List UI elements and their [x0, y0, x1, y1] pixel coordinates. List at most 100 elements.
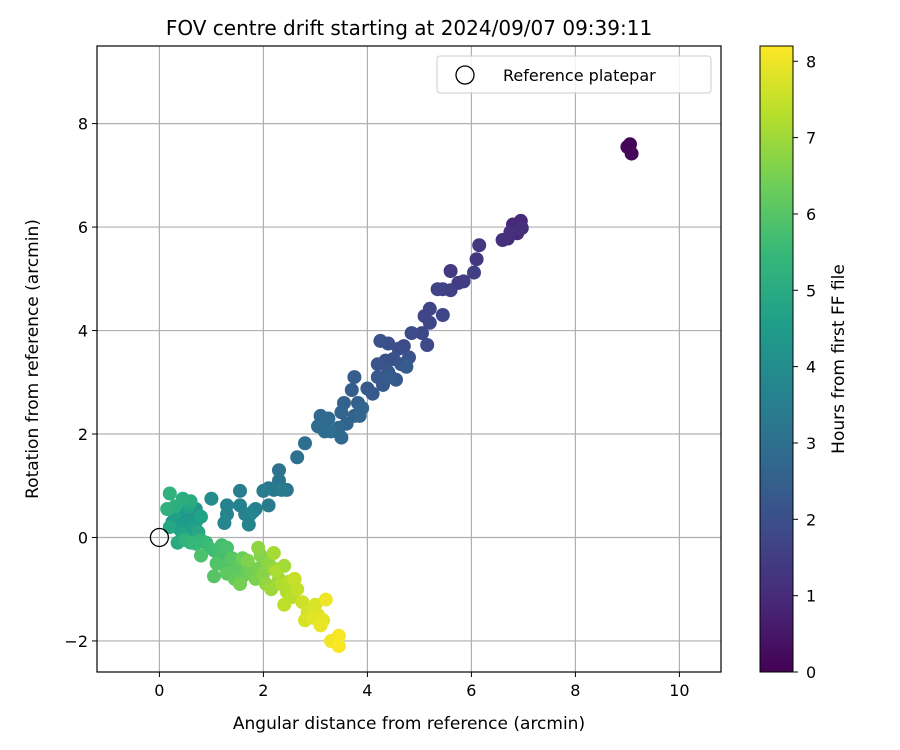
legend-box — [436, 55, 712, 94]
scatter-point — [298, 436, 312, 451]
y-axis-ticks: −2 0 2 4 6 8 — [64, 115, 97, 651]
scatter-point — [269, 564, 284, 579]
y-tick-label: 2 — [78, 425, 88, 444]
grid — [97, 46, 721, 672]
scatter-point — [469, 252, 484, 267]
scatter-point — [313, 618, 328, 633]
scatter-point — [287, 571, 302, 586]
scatter-point — [290, 450, 305, 465]
scatter-point — [261, 498, 276, 513]
scatter-point — [317, 424, 332, 439]
scatter-points — [160, 137, 639, 654]
scatter-point — [256, 483, 271, 498]
scatter-point — [160, 502, 175, 516]
scatter-point — [194, 548, 208, 563]
x-tick-label: 4 — [362, 681, 372, 700]
legend: Reference platepar — [436, 55, 712, 94]
y-tick-label: 4 — [78, 322, 88, 341]
scatter-point — [420, 338, 435, 352]
scatter-point — [241, 517, 256, 532]
scatter-point — [334, 430, 349, 445]
scatter-point — [274, 482, 289, 497]
colorbar-tick-label: 5 — [806, 281, 816, 300]
scatter-point — [233, 483, 247, 498]
scatter-point — [272, 463, 286, 478]
scatter-point — [415, 326, 429, 341]
scatter-point — [295, 595, 310, 610]
scatter-point — [331, 628, 346, 643]
scatter-point — [430, 282, 445, 297]
colorbar-gradient — [760, 46, 793, 672]
scatter-point — [373, 333, 388, 348]
x-tick-label: 6 — [466, 681, 476, 700]
scatter-point — [217, 516, 232, 530]
scatter-point — [233, 577, 247, 591]
legend-marker-icon — [455, 65, 475, 85]
scatter-point — [355, 401, 370, 416]
scatter-point — [277, 597, 292, 612]
scatter-point — [194, 509, 208, 524]
colorbar-tick-label: 4 — [806, 358, 816, 377]
reference-marker-layer — [149, 527, 170, 548]
scatter-point — [624, 146, 639, 161]
scatter-point — [318, 592, 333, 607]
y-tick-label: −2 — [64, 632, 88, 651]
colorbar-tick-label: 6 — [806, 205, 816, 224]
scatter-point — [251, 540, 266, 555]
colorbar: 0 1 2 3 4 5 6 7 8 Hours from first FF file — [759, 45, 849, 682]
scatter-point — [383, 370, 398, 385]
x-tick-label: 2 — [258, 681, 268, 700]
scatter-point — [435, 308, 450, 322]
y-tick-label: 0 — [78, 528, 88, 547]
scatter-point — [331, 639, 346, 654]
scatter-point — [443, 264, 458, 278]
scatter-point — [188, 536, 203, 551]
scatter-point — [334, 405, 349, 420]
colorbar-tick-label: 7 — [806, 129, 816, 148]
colorbar-tick-label: 0 — [806, 663, 816, 682]
colorbar-tick-label: 8 — [806, 52, 816, 71]
scatter-point — [266, 546, 281, 560]
x-axis-ticks: 0 2 4 6 8 10 — [154, 672, 690, 700]
scatter-point — [399, 359, 414, 374]
x-tick-label: 0 — [154, 681, 164, 700]
x-tick-label: 10 — [669, 681, 689, 700]
colorbar-tick-label: 1 — [806, 587, 816, 606]
reference-platepar-marker — [149, 527, 170, 548]
colorbar-tick-label: 2 — [806, 510, 816, 529]
scatter-point — [495, 233, 510, 247]
scatter-point — [370, 370, 385, 385]
colorbar-ticks: 0 1 2 3 4 5 6 7 8 — [793, 52, 816, 682]
colorbar-frame — [759, 45, 794, 673]
scatter-point — [514, 221, 529, 236]
scatter-point — [456, 274, 471, 289]
scatter-point — [347, 370, 362, 385]
scatter-point — [391, 341, 406, 356]
scatter-point — [162, 520, 177, 535]
x-tick-label: 8 — [570, 681, 580, 700]
scatter-point — [472, 238, 487, 253]
scatter-point — [344, 383, 359, 397]
scatter-point — [207, 569, 221, 584]
legend-label: Reference platepar — [503, 66, 656, 85]
scatter-point — [264, 582, 279, 597]
y-tick-label: 8 — [78, 115, 88, 134]
scatter-point — [204, 491, 219, 506]
plot-frame — [96, 45, 722, 673]
colorbar-tick-label: 3 — [806, 434, 816, 453]
y-axis-label: Rotation from reference (arcmin) — [23, 219, 43, 499]
x-axis-label: Angular distance from reference (arcmin) — [233, 714, 585, 734]
scatter-point — [162, 486, 177, 501]
scatter-point — [243, 507, 258, 522]
scatter-point — [233, 498, 247, 513]
scatter-point — [422, 315, 437, 330]
scatter-point — [365, 386, 380, 401]
scatter-point — [370, 357, 385, 372]
scatter-point — [240, 553, 255, 568]
y-tick-label: 6 — [78, 218, 88, 237]
scatter-point — [467, 265, 481, 280]
chart-title: FOV centre drift starting at 2024/09/07 … — [166, 16, 652, 40]
scatter-point — [220, 540, 234, 555]
scatter-point — [404, 326, 419, 341]
